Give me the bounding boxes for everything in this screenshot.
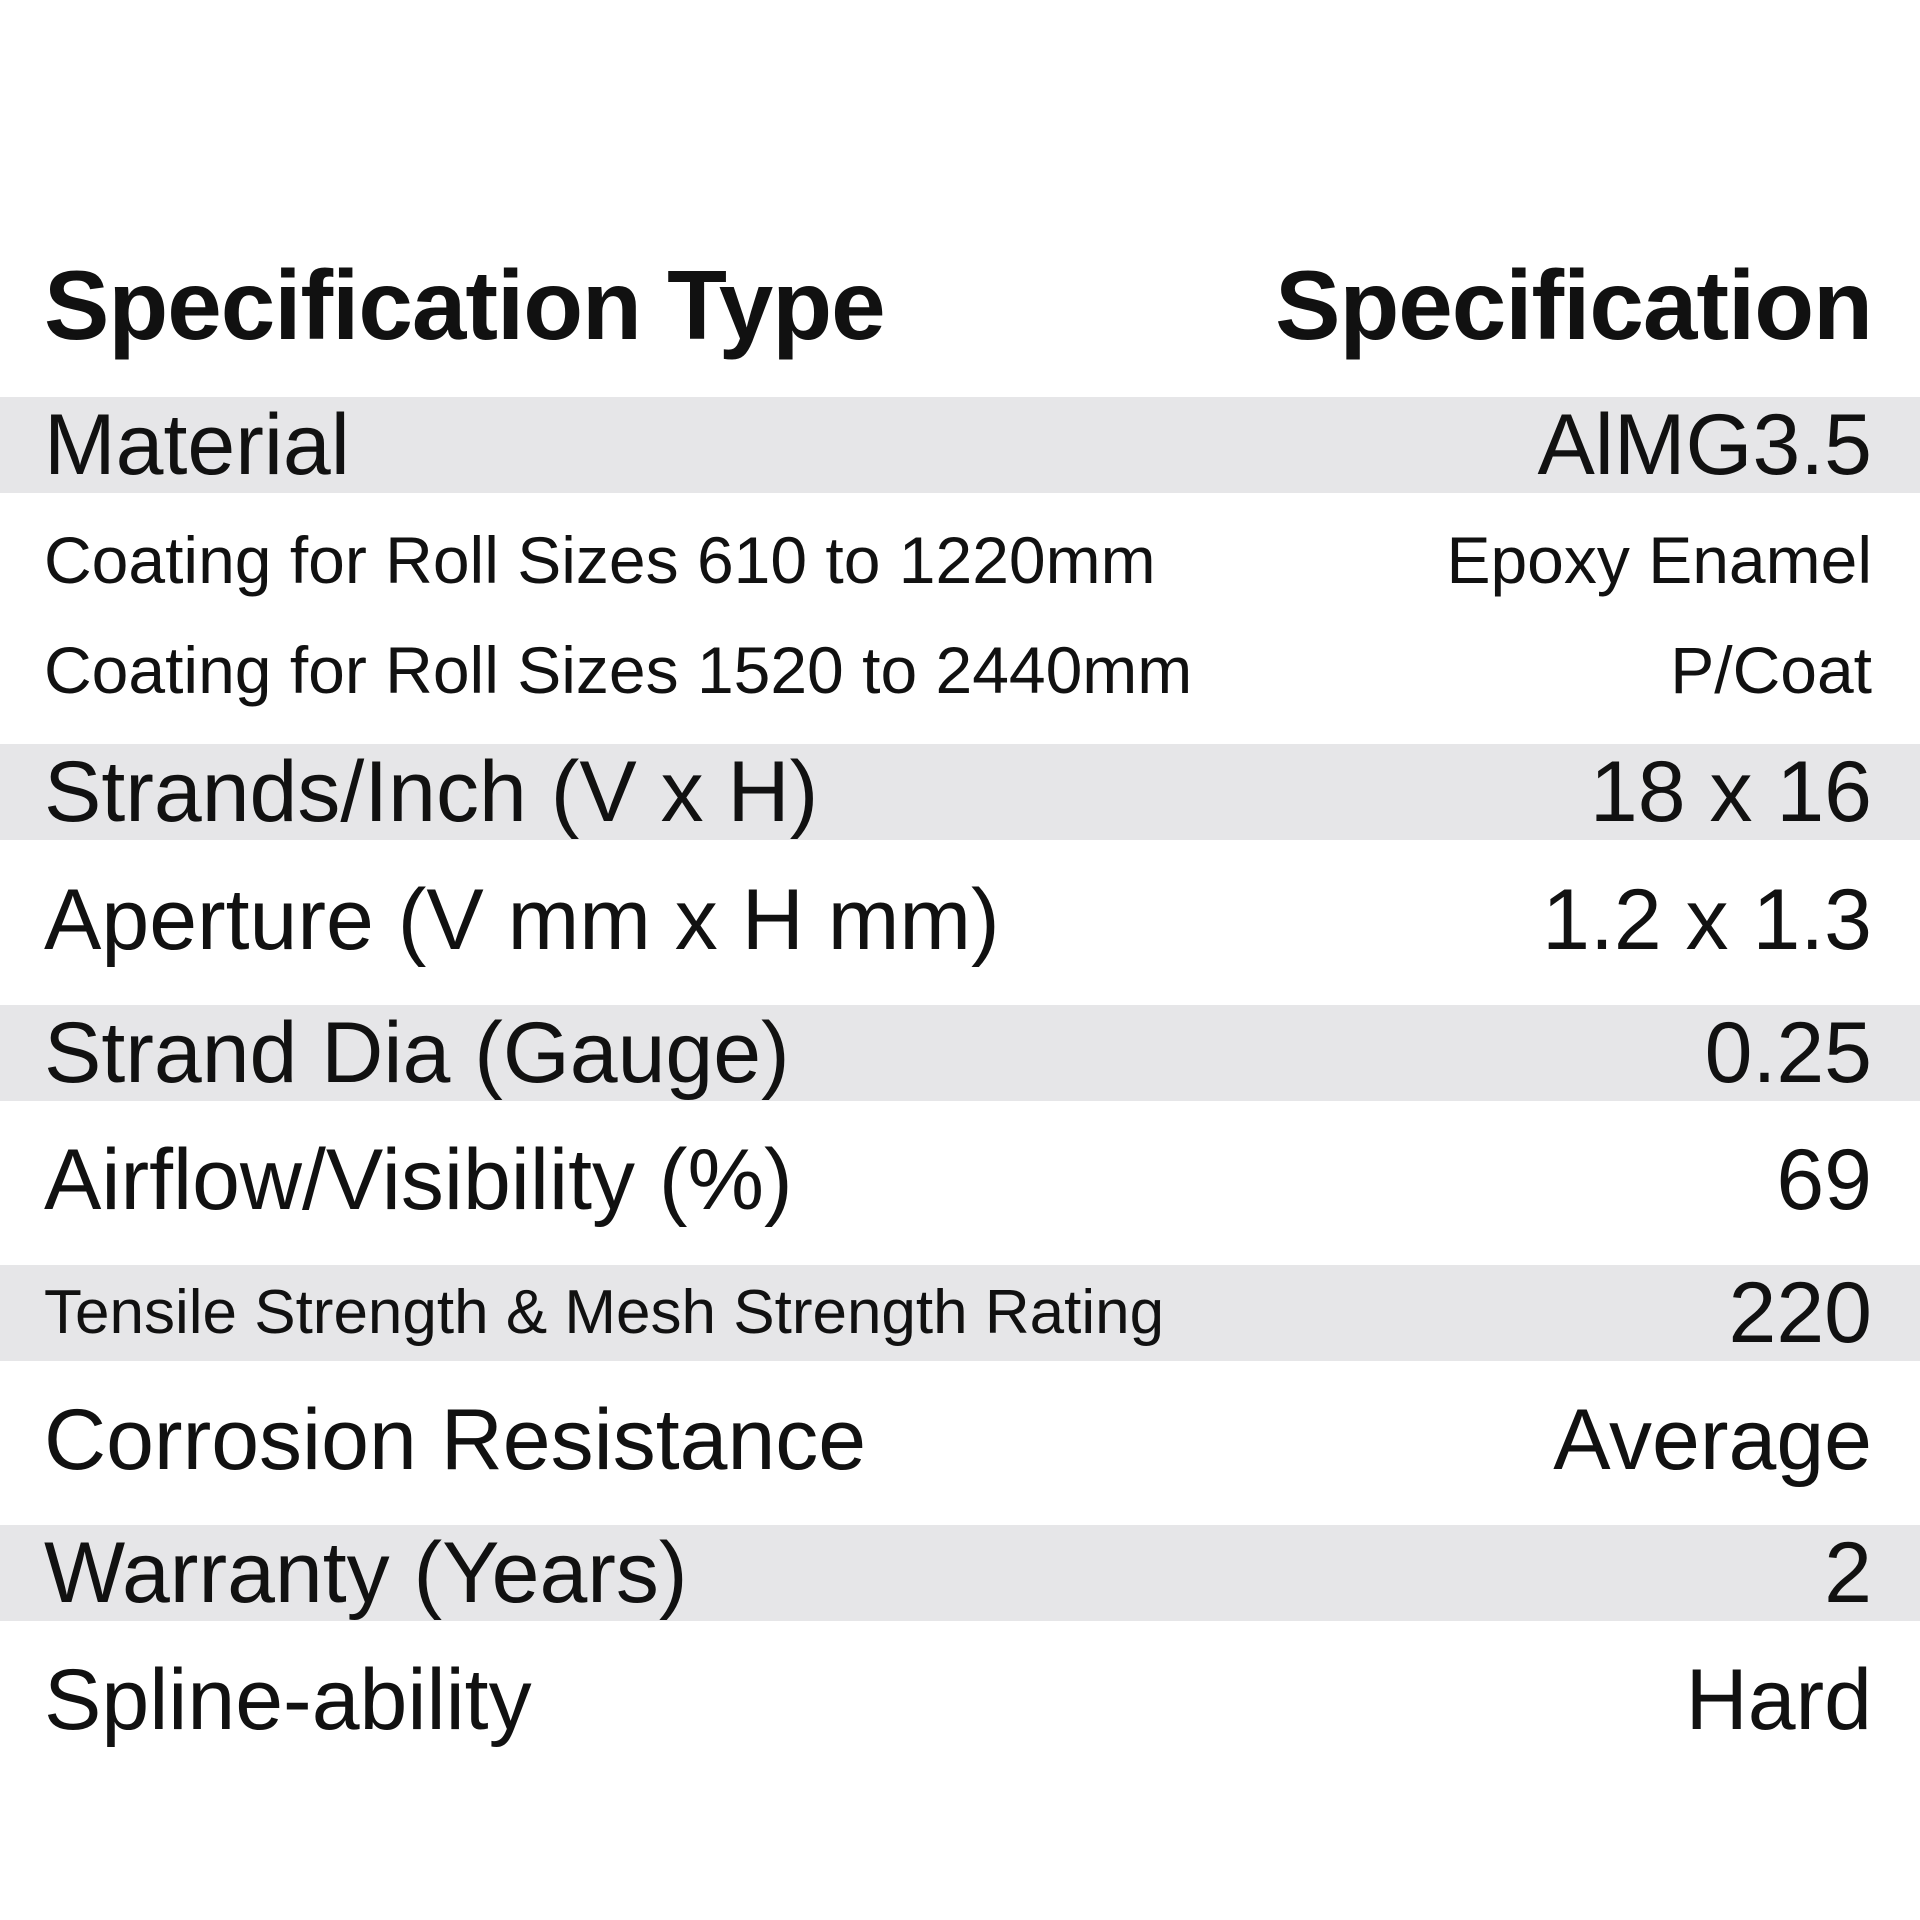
row-label: Aperture (V mm x H mm) [44, 872, 1000, 968]
table-row-coating-large-rolls: Coating for Roll Sizes 1520 to 2440mm P/… [0, 620, 1920, 720]
header-specification-type: Specification Type [44, 250, 886, 360]
row-value: Epoxy Enamel [1446, 523, 1872, 597]
row-value: 220 [1728, 1265, 1873, 1361]
row-label: Strand Dia (Gauge) [44, 1005, 790, 1101]
row-label: Coating for Roll Sizes 1520 to 2440mm [44, 633, 1193, 707]
row-value: Hard [1685, 1652, 1872, 1748]
row-label: Warranty (Years) [44, 1525, 688, 1621]
table-row-strands-per-inch: Strands/Inch (V x H) 18 x 16 [0, 744, 1920, 840]
table-header: Specification Type Specification [0, 250, 1920, 360]
row-value: 69 [1776, 1132, 1872, 1228]
table-row-strand-dia: Strand Dia (Gauge) 0.25 [0, 1005, 1920, 1101]
table-row-coating-small-rolls: Coating for Roll Sizes 610 to 1220mm Epo… [0, 510, 1920, 610]
row-label: Tensile Strength & Mesh Strength Rating [44, 1278, 1165, 1347]
row-label: Coating for Roll Sizes 610 to 1220mm [44, 523, 1156, 597]
row-value: 2 [1824, 1525, 1872, 1621]
table-row-spline-ability: Spline-ability Hard [0, 1650, 1920, 1750]
table-row-airflow-visibility: Airflow/Visibility (%) 69 [0, 1130, 1920, 1230]
row-value: 18 x 16 [1589, 744, 1872, 840]
table-row-material: Material AlMG3.5 [0, 397, 1920, 493]
row-label: Airflow/Visibility (%) [44, 1132, 793, 1228]
row-label: Strands/Inch (V x H) [44, 744, 819, 840]
row-value: Average [1553, 1392, 1872, 1488]
row-value: 0.25 [1704, 1005, 1872, 1101]
table-row-warranty: Warranty (Years) 2 [0, 1525, 1920, 1621]
row-value: AlMG3.5 [1537, 397, 1872, 493]
table-row-aperture: Aperture (V mm x H mm) 1.2 x 1.3 [0, 870, 1920, 970]
row-label: Spline-ability [44, 1652, 532, 1748]
header-specification: Specification [1275, 250, 1873, 360]
row-label: Material [44, 397, 350, 493]
row-label: Corrosion Resistance [44, 1392, 867, 1488]
row-value: 1.2 x 1.3 [1542, 872, 1872, 968]
row-value: P/Coat [1670, 633, 1872, 707]
table-row-corrosion-resistance: Corrosion Resistance Average [0, 1390, 1920, 1490]
table-row-tensile-strength: Tensile Strength & Mesh Strength Rating … [0, 1265, 1920, 1361]
